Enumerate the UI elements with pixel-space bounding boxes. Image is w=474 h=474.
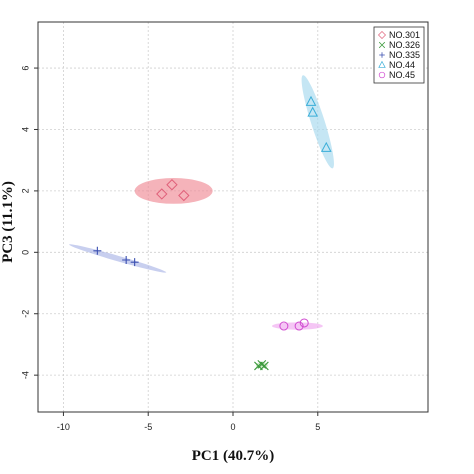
point-no45 bbox=[294, 321, 304, 331]
plot-area-background bbox=[38, 22, 428, 412]
x-tick-label: 0 bbox=[230, 422, 235, 432]
y-tick-label: -4 bbox=[20, 371, 30, 379]
point-no45 bbox=[299, 318, 309, 328]
legend-label: NO.44 bbox=[389, 60, 415, 70]
y-tick-label: 2 bbox=[20, 188, 30, 193]
legend-marker bbox=[378, 31, 386, 39]
point-no301 bbox=[166, 179, 178, 191]
point-no326 bbox=[259, 361, 269, 371]
legend-label: NO.326 bbox=[389, 40, 420, 50]
y-tick-label: 6 bbox=[20, 66, 30, 71]
point-no44 bbox=[320, 141, 332, 152]
point-no301 bbox=[178, 189, 190, 202]
legend-marker bbox=[378, 71, 386, 79]
point-no301 bbox=[156, 188, 168, 200]
y-axis-title: PC3 (11.1%) bbox=[0, 181, 16, 263]
y-tick-label: 4 bbox=[20, 127, 30, 132]
ellipse-no301 bbox=[134, 178, 213, 204]
x-tick-label: 5 bbox=[315, 422, 320, 432]
legend-marker bbox=[378, 41, 386, 49]
ellipse-no45 bbox=[272, 322, 323, 330]
legend-marker bbox=[378, 60, 386, 68]
ellipse-no335 bbox=[69, 244, 167, 273]
point-no44 bbox=[305, 95, 317, 106]
data-points bbox=[93, 95, 332, 371]
point-no335 bbox=[130, 258, 139, 267]
y-tick-label: 0 bbox=[20, 250, 30, 255]
point-no45 bbox=[279, 321, 289, 331]
x-axis-title: PC1 (40.7%) bbox=[192, 448, 275, 464]
legend-label: NO.45 bbox=[389, 70, 415, 80]
axis-ticks: -10 -5 0 5 -4 -2 0 2 4 6 bbox=[20, 66, 320, 432]
y-tick-label: -2 bbox=[20, 310, 30, 318]
legend-label: NO.335 bbox=[389, 50, 420, 60]
x-tick-label: -5 bbox=[144, 422, 152, 432]
x-tick-label: -10 bbox=[57, 422, 70, 432]
point-no326 bbox=[257, 360, 267, 369]
point-no44 bbox=[307, 106, 319, 117]
point-no335 bbox=[122, 255, 131, 264]
point-no335 bbox=[93, 246, 102, 255]
legend-marker bbox=[379, 52, 385, 58]
legend-label: NO.301 bbox=[389, 30, 420, 40]
